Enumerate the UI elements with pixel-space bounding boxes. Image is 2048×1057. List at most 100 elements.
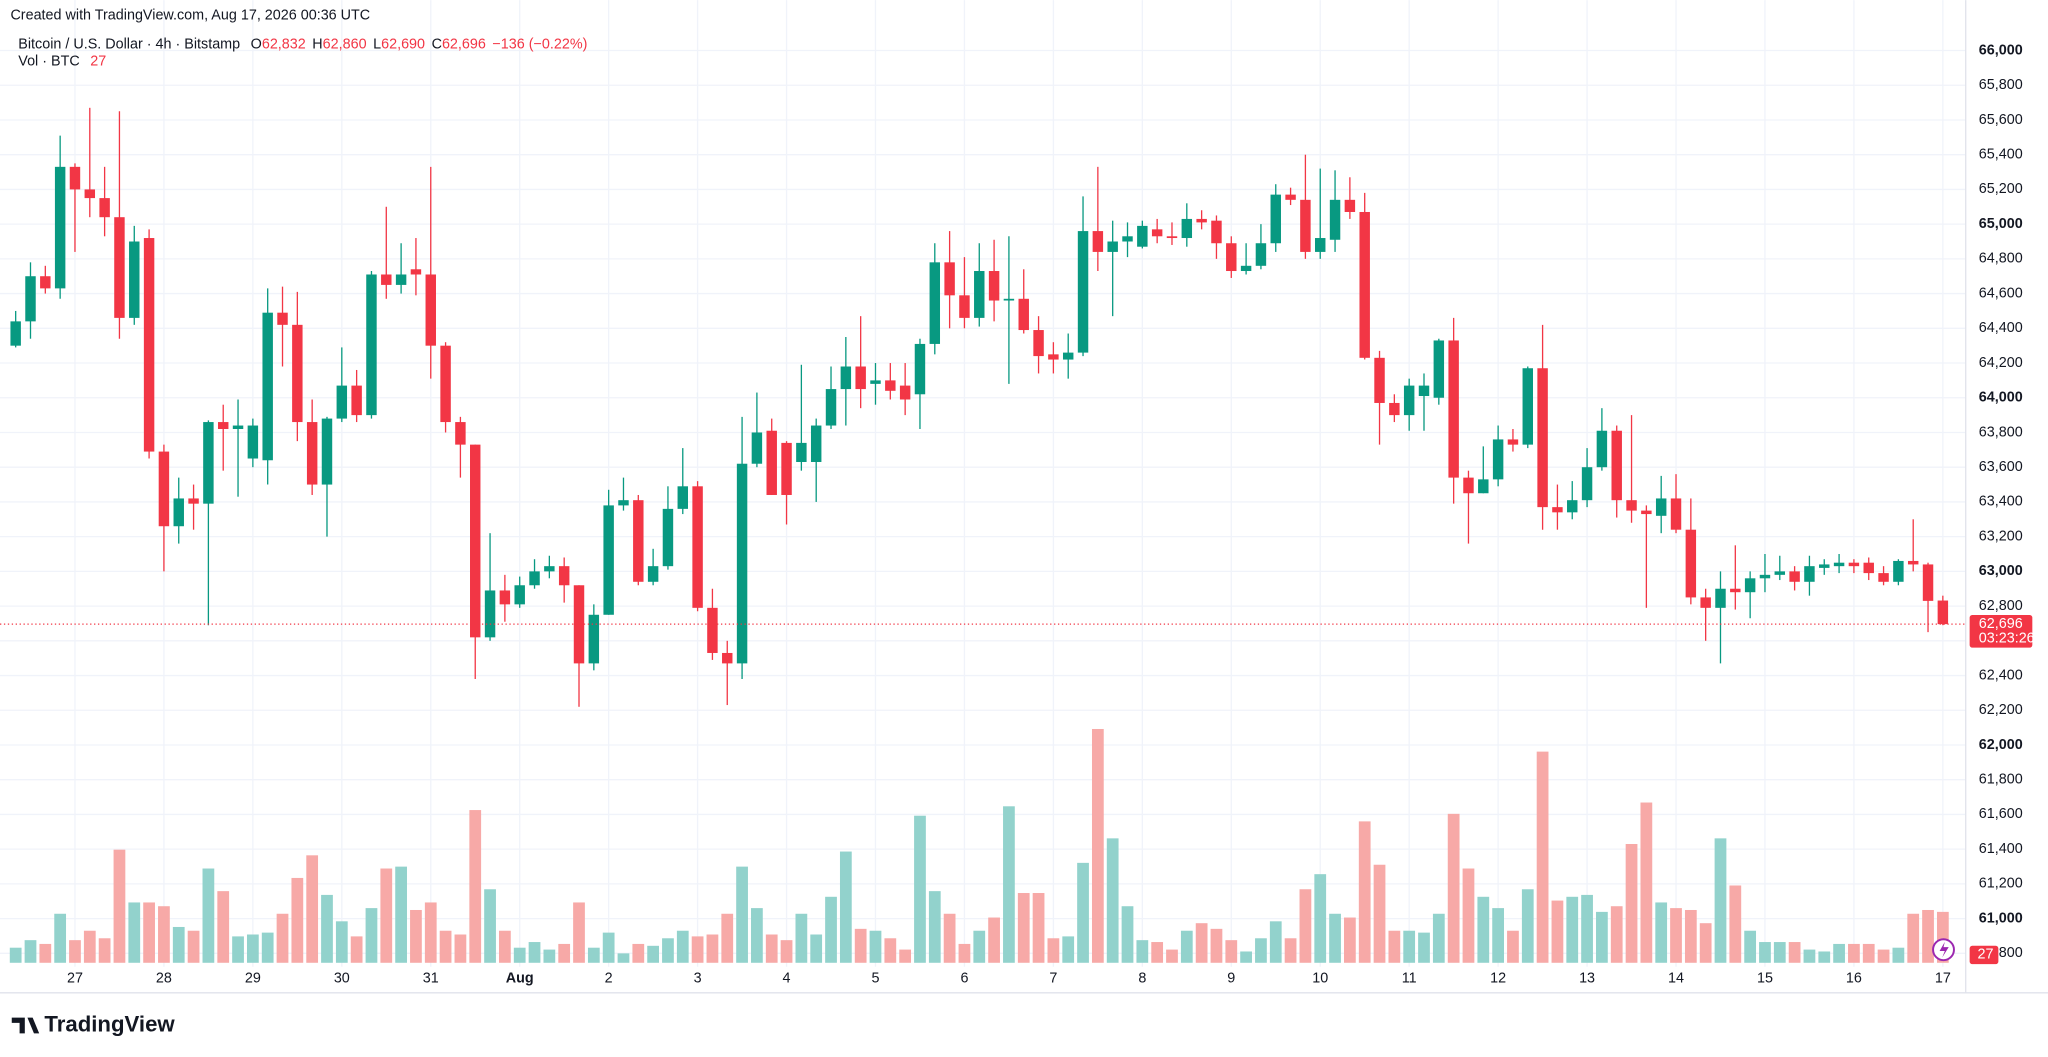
legend-key: O xyxy=(251,36,262,52)
candle-body xyxy=(1567,500,1578,513)
candle-body xyxy=(722,652,733,664)
candle-body xyxy=(944,262,955,296)
volume-bar xyxy=(1151,942,1164,963)
volume-bar xyxy=(217,891,230,963)
volume-bar xyxy=(499,930,511,963)
volume-bar xyxy=(1936,911,1949,963)
candle-body xyxy=(292,324,303,423)
volume-bar xyxy=(380,868,393,963)
candle-body xyxy=(1937,600,1949,625)
candle-body xyxy=(1329,199,1341,240)
volume-bar xyxy=(291,877,304,963)
candle-body xyxy=(1003,298,1015,301)
candle-body xyxy=(455,422,466,445)
candle-body xyxy=(1255,243,1267,266)
volume-bar xyxy=(988,917,1000,963)
volume-bar xyxy=(1744,930,1757,963)
countdown: 03:23:26 xyxy=(1979,630,2035,646)
candle-body xyxy=(677,486,688,509)
x-tick-label: 29 xyxy=(245,970,261,986)
legend-key: L xyxy=(373,36,381,52)
candle-body xyxy=(1315,238,1326,252)
volume-bar xyxy=(1877,949,1890,963)
candle-body xyxy=(1833,562,1845,567)
volume-pane xyxy=(9,728,1949,963)
candle-body xyxy=(1863,562,1874,574)
y-tick-label: 65,800 xyxy=(1979,77,2023,93)
candle-body xyxy=(1626,500,1637,511)
volume-bar xyxy=(899,949,912,963)
volume-bar xyxy=(439,930,452,963)
candle-body xyxy=(1181,218,1193,239)
brand-name: TradingView xyxy=(44,1011,175,1036)
volume-bar xyxy=(721,913,734,963)
volume-bar xyxy=(1551,900,1564,963)
candle-body xyxy=(1893,560,1904,582)
candle-body xyxy=(558,566,570,586)
candle-body xyxy=(1463,477,1474,494)
volume-bar xyxy=(1388,930,1401,963)
volume-bar xyxy=(128,902,141,963)
volume-bar xyxy=(1759,942,1771,963)
volume-bar xyxy=(1136,940,1149,963)
candle-body xyxy=(306,422,318,485)
volume-bar xyxy=(1166,949,1178,963)
volume-bar xyxy=(632,943,645,963)
candle-body xyxy=(647,566,659,582)
candle-body xyxy=(1789,571,1800,582)
volume-bar xyxy=(69,940,81,963)
price-pane xyxy=(0,107,1966,707)
y-tick-label: 64,800 xyxy=(1979,251,2023,267)
volume-bar xyxy=(1180,930,1193,963)
candle-body xyxy=(395,274,407,285)
volume-bar xyxy=(321,894,333,963)
candle-body xyxy=(1774,571,1786,575)
volume-legend-title: Vol · BTC xyxy=(18,53,79,69)
candle-body xyxy=(470,444,481,638)
candle-body xyxy=(1759,574,1771,579)
volume-bar xyxy=(9,947,22,963)
x-tick-label: 12 xyxy=(1490,970,1506,986)
y-tick-label: 65,200 xyxy=(1979,181,2023,197)
volume-bar xyxy=(1892,947,1905,963)
volume-bar xyxy=(1373,864,1386,963)
candle-body xyxy=(529,571,540,586)
candle-body xyxy=(781,442,792,495)
candle-body xyxy=(1211,220,1222,244)
x-tick-label: 15 xyxy=(1757,970,1773,986)
volume-bar xyxy=(1625,844,1638,963)
candle-body xyxy=(1226,243,1237,272)
volume-bar xyxy=(1032,893,1045,963)
volume-bar xyxy=(573,902,585,963)
candle-body xyxy=(1403,385,1415,416)
volume-bar xyxy=(1596,911,1608,963)
legend-key: C xyxy=(432,36,442,52)
candle-body xyxy=(188,498,199,504)
candle-body xyxy=(1730,588,1741,593)
candle-body xyxy=(914,343,926,395)
candle-body xyxy=(1092,231,1104,252)
volume-bar xyxy=(1225,940,1238,963)
candle-body xyxy=(1478,479,1489,494)
y-tick-label: 63,200 xyxy=(1979,528,2023,544)
legend-change: −136 (−0.22%) xyxy=(492,36,587,52)
candle-body xyxy=(1122,236,1133,242)
y-tick-label: 65,000 xyxy=(1979,216,2023,232)
volume-bar xyxy=(884,938,897,963)
candle-body xyxy=(618,500,629,506)
candle-body xyxy=(425,274,436,346)
volume-bar xyxy=(1581,894,1593,963)
volume-bar xyxy=(751,908,763,963)
candle-body xyxy=(1596,430,1608,468)
volume-bar xyxy=(83,930,96,963)
candle-body xyxy=(1137,225,1148,247)
volume-bar xyxy=(143,902,155,963)
candle-body xyxy=(988,271,1000,301)
volume-bar xyxy=(1403,930,1416,963)
volume-bar xyxy=(1862,943,1875,963)
y-tick-label: 62,800 xyxy=(1979,598,2023,614)
volume-bar xyxy=(602,932,615,963)
y-tick-label: 61,000 xyxy=(1979,910,2023,926)
volume-bar xyxy=(1358,821,1371,963)
volume-bar xyxy=(1640,802,1653,963)
